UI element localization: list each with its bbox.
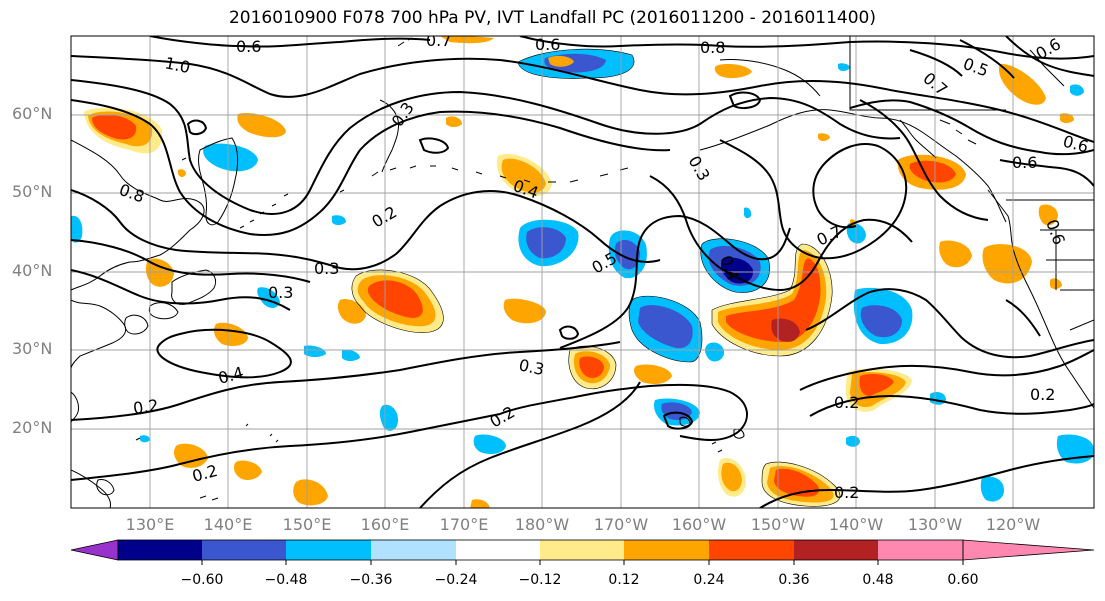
lat-label: 60°N bbox=[12, 104, 53, 123]
contour-label: 0.3 bbox=[268, 283, 293, 302]
colorbar-tick-label: 0.36 bbox=[778, 572, 810, 588]
contour-label: 0.2 bbox=[1030, 385, 1055, 404]
contour-label: 0.8 bbox=[700, 38, 725, 57]
colorbar bbox=[70, 539, 1095, 565]
contour-label: 0.2 bbox=[132, 396, 160, 418]
lon-label: 130°E bbox=[125, 515, 175, 534]
map-title: 2016010900 F078 700 hPa PV, IVT Landfall… bbox=[228, 8, 876, 28]
lon-label: 160°E bbox=[360, 515, 410, 534]
colorbar-bin bbox=[202, 540, 286, 560]
colorbar-bin bbox=[286, 540, 371, 560]
lon-label: 120°W bbox=[985, 515, 1041, 534]
contour-label: 0.2 bbox=[834, 393, 859, 412]
shading-outlines bbox=[351, 48, 841, 507]
colorbar-bin bbox=[371, 540, 456, 560]
colorbar-tick-label: 0.12 bbox=[608, 572, 640, 588]
contour-label: 1.0 bbox=[163, 53, 192, 77]
coastlines bbox=[71, 36, 1094, 508]
colorbar-tick-label: −0.12 bbox=[518, 572, 562, 588]
colorbar-tick-label: 0.24 bbox=[693, 572, 725, 588]
lon-label: 150°W bbox=[750, 515, 806, 534]
colorbar-tick-label: −0.36 bbox=[349, 572, 393, 588]
colorbar-tick-label: 0.48 bbox=[862, 572, 894, 588]
lat-label: 50°N bbox=[12, 182, 53, 201]
colorbar-extend-low bbox=[70, 539, 119, 561]
colorbar-extend-high bbox=[962, 539, 1095, 561]
map-frame bbox=[70, 35, 1095, 509]
colorbar-bin bbox=[878, 540, 963, 560]
colorbar-bin bbox=[709, 540, 794, 560]
lon-label: 170°E bbox=[439, 515, 489, 534]
colorbar-bin bbox=[794, 540, 878, 560]
contour-label: 0.2 bbox=[834, 483, 859, 502]
colorbar-tick-label: −0.48 bbox=[264, 572, 308, 588]
contour-label: 0.3 bbox=[314, 259, 339, 278]
graticule bbox=[71, 36, 1094, 508]
lon-label: 160°W bbox=[671, 515, 727, 534]
ivt-contours bbox=[71, 36, 1094, 508]
lon-label: 180°W bbox=[514, 515, 570, 534]
contour-label: 0.3 bbox=[517, 355, 546, 379]
colorbar-bin bbox=[624, 540, 709, 560]
colorbar-tick-label: 0.60 bbox=[947, 572, 979, 588]
lon-label: 140°W bbox=[828, 515, 884, 534]
contour-label: 0.6 bbox=[236, 37, 261, 56]
contour-label: 0.6 bbox=[535, 35, 560, 54]
lon-label: 170°W bbox=[593, 515, 649, 534]
contour-label: 0.6 bbox=[1012, 153, 1037, 172]
lon-label: 140°E bbox=[203, 515, 253, 534]
map-plot-area: 0.6 0.7 0.6 0.8 1.0 0.7 0.5 0.6 0.6 0.6 … bbox=[71, 31, 1094, 508]
colorbar-bin bbox=[456, 540, 540, 560]
lat-label: 20°N bbox=[12, 418, 53, 437]
lon-label: 150°E bbox=[282, 515, 332, 534]
lat-label: 30°N bbox=[12, 339, 53, 358]
colorbar-tick-label: −0.60 bbox=[180, 572, 224, 588]
lon-label: 130°W bbox=[907, 515, 963, 534]
colorbar-tick-label: −0.24 bbox=[434, 572, 478, 588]
colorbar-bin bbox=[540, 540, 624, 560]
contour-label: 0.7 bbox=[426, 31, 451, 50]
lat-label: 40°N bbox=[12, 261, 53, 280]
colorbar-bin bbox=[118, 540, 202, 560]
